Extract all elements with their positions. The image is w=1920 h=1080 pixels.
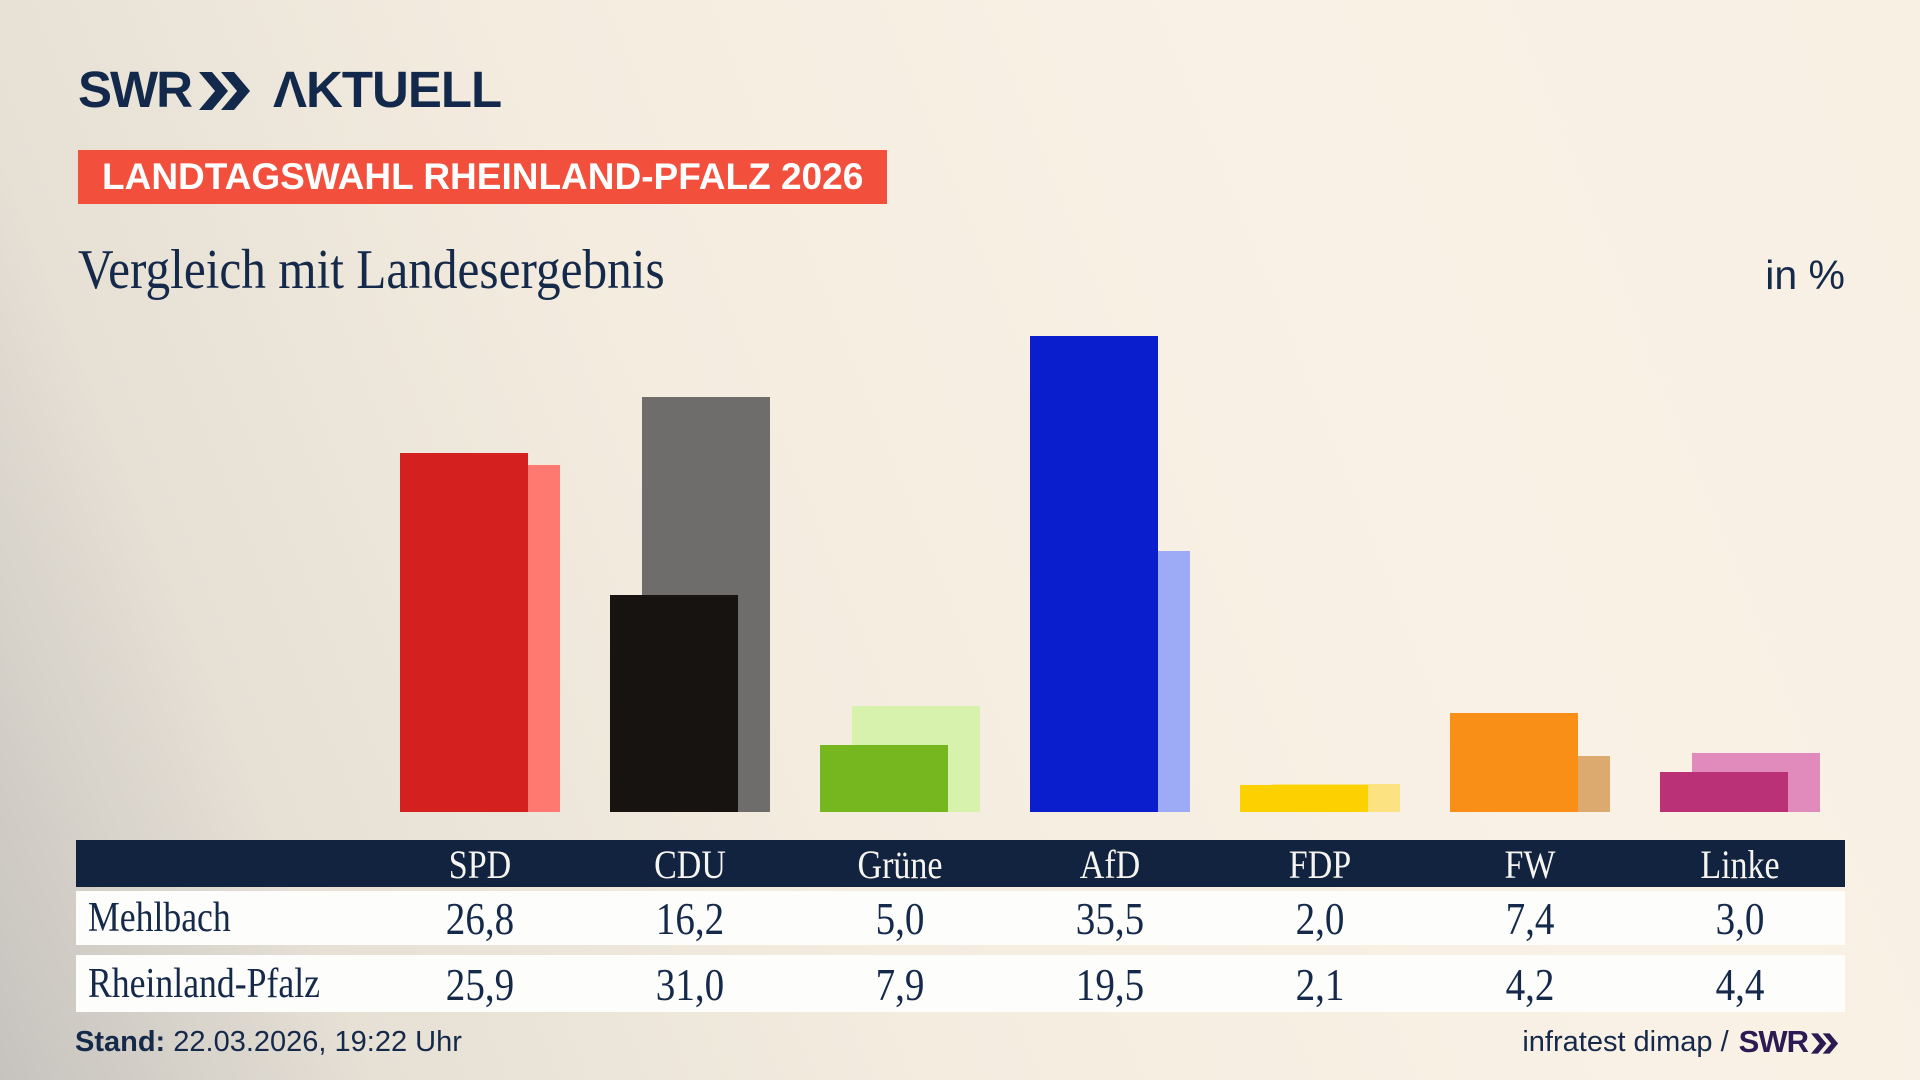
value-cell-fdp-mehlbach: 2,0 (1295, 893, 1345, 944)
stand-timestamp: Stand: 22.03.2026, 19:22 Uhr (75, 1026, 462, 1059)
bar-linke-mehlbach (1660, 772, 1788, 812)
swr-aktuell-logo: SWR ΛKTUELL (78, 61, 502, 118)
chart-title: Vergleich mit Landesergebnis (78, 239, 665, 301)
source-text: infratest dimap / (1522, 1025, 1729, 1058)
value-cell-cdu-rheinland-pfalz: 31,0 (655, 959, 725, 1010)
table-header-cell-fdp: FDP (1288, 842, 1352, 887)
value-cell-grüne-mehlbach: 5,0 (875, 893, 925, 944)
swr-logo-chevrons-icon (198, 71, 263, 110)
source-swr-text: SWR (1738, 1024, 1809, 1059)
value-cell-afd-mehlbach: 35,5 (1075, 893, 1145, 944)
unit-label: in % (1765, 252, 1845, 298)
table-header-cell-linke: Linke (1700, 842, 1780, 887)
table-header-cell-cdu: CDU (654, 842, 726, 887)
value-cell-linke-rheinland-pfalz: 4,4 (1715, 959, 1765, 1010)
table-header-row: SPD CDU Grüne AfD FDP FW Linke (76, 840, 1845, 887)
source-credit: infratest dimap / SWR (1522, 1024, 1845, 1060)
stand-label: Stand: (75, 1026, 166, 1058)
election-badge: LANDTAGSWAHL RHEINLAND-PFALZ 2026 (78, 150, 888, 204)
row-label-rheinland-pfalz: Rheinland-Pfalz (88, 960, 320, 1007)
source-swr-logo: SWR (1739, 1024, 1845, 1060)
table-header-cell-fw: FW (1504, 842, 1556, 887)
value-cell-grüne-rheinland-pfalz: 7,9 (875, 959, 925, 1010)
value-cell-cdu-mehlbach: 16,2 (655, 893, 725, 944)
value-cell-linke-mehlbach: 3,0 (1715, 893, 1765, 944)
bar-cdu-mehlbach (610, 595, 738, 812)
value-cell-fw-rheinland-pfalz: 4,2 (1505, 959, 1555, 1010)
value-cell-spd-mehlbach: 26,8 (445, 893, 515, 944)
bar-afd-mehlbach (1030, 336, 1158, 812)
table-header-cell-spd: SPD (448, 842, 512, 887)
bar-fw-mehlbach (1450, 713, 1578, 812)
value-cell-spd-rheinland-pfalz: 25,9 (445, 959, 515, 1010)
table-header-cell-afd: AfD (1079, 842, 1141, 887)
table-row-mehlbach: Mehlbach 26,8 16,2 5,0 35,5 2,0 7,4 3,0 (76, 891, 1845, 945)
bar-fdp-mehlbach (1240, 785, 1368, 812)
swr-logo-text: SWR (78, 61, 193, 118)
source-swr-chevrons-icon (1811, 1032, 1839, 1054)
table-header-cell-grüne: Grüne (857, 842, 943, 887)
value-cell-fw-mehlbach: 7,4 (1505, 893, 1555, 944)
bar-spd-mehlbach (400, 453, 528, 812)
swr-logo-aktuell-text: ΛKTUELL (272, 61, 502, 118)
row-label-mehlbach: Mehlbach (88, 895, 231, 941)
bar-grüne-mehlbach (820, 745, 948, 812)
value-cell-fdp-rheinland-pfalz: 2,1 (1295, 959, 1345, 1010)
value-cell-afd-rheinland-pfalz: 19,5 (1075, 959, 1145, 1010)
stand-value: 22.03.2026, 19:22 Uhr (165, 1026, 462, 1058)
table-row-rheinland-pfalz: Rheinland-Pfalz 25,9 31,0 7,9 19,5 2,1 4,2 4,4 (76, 955, 1845, 1012)
